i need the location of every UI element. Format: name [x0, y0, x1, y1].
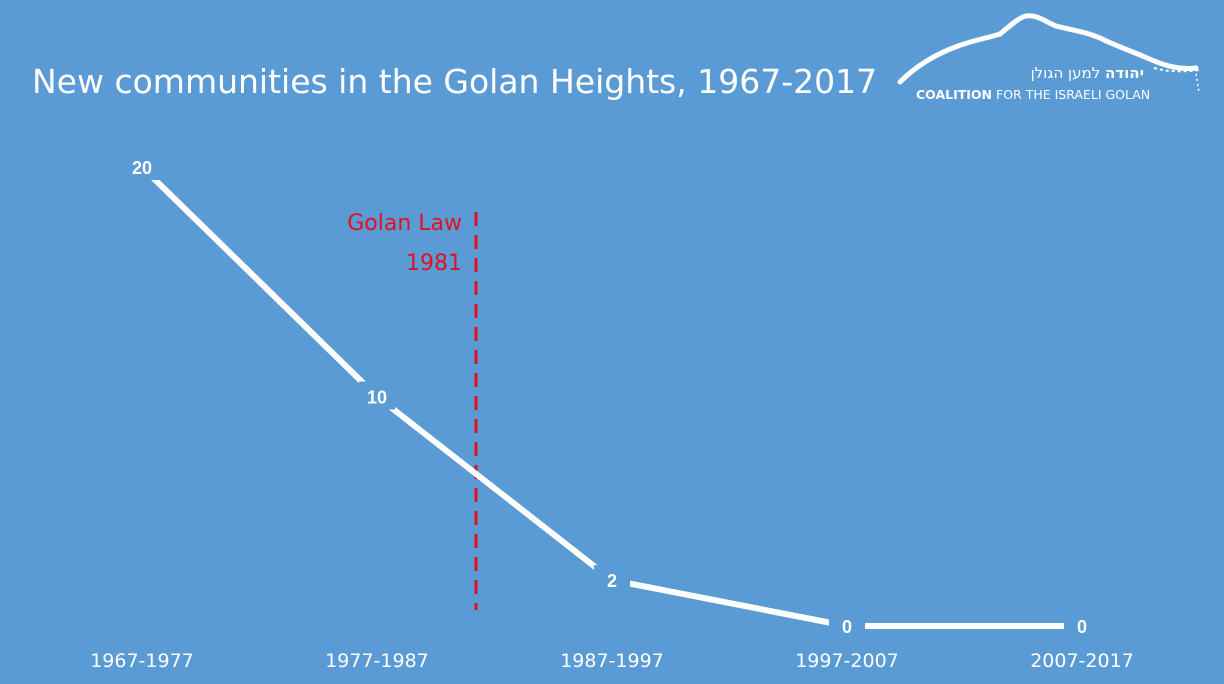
- data-label: 2: [607, 571, 617, 591]
- x-tick-label: 1977-1987: [325, 650, 429, 672]
- data-label-bg: [594, 565, 630, 594]
- logo-hebrew-text: יהודה למען הגולן: [1031, 64, 1144, 82]
- logo-hebrew-bold: יהודה: [1105, 64, 1144, 82]
- series-polyline: [139, 164, 1085, 629]
- logo-english-text: COALITION FOR THE ISRAELI GOLAN: [916, 87, 1150, 102]
- data-label: 0: [842, 617, 852, 637]
- x-tick-label: 1997-2007: [795, 650, 899, 672]
- data-label-bg: [829, 611, 865, 639]
- x-tick-label: 1987-1997: [560, 650, 664, 672]
- x-tick-label: 1967-1977: [90, 650, 194, 672]
- logo-hebrew-rest: למען הגולן: [1030, 64, 1101, 82]
- logo-english-rest: FOR THE ISRAELI GOLAN: [996, 87, 1151, 102]
- series-line: [139, 164, 1085, 629]
- mountain-icon: [897, 13, 1201, 93]
- x-tick-label: 2007-2017: [1030, 650, 1134, 672]
- coalition-logo: יהודה למען הגולן COALITION FOR THE ISRAE…: [896, 8, 1212, 104]
- golan-law-annotation: Golan Law 1981: [347, 211, 478, 610]
- data-label-bg: [359, 381, 395, 410]
- logo-english-bold: COALITION: [916, 87, 993, 102]
- data-label-bg: [1064, 611, 1100, 639]
- data-label: 20: [132, 158, 152, 178]
- drop-lines: [141, 179, 613, 610]
- data-label: 0: [1077, 617, 1087, 637]
- x-axis-tick-labels: 1967-1977 1977-1987 1987-1997 1997-2007 2007…: [90, 650, 1134, 672]
- annotation-label: 1981: [406, 251, 462, 276]
- data-label-bg: [124, 152, 160, 180]
- data-label: 10: [367, 388, 387, 408]
- annotation-label: Golan Law: [347, 211, 462, 236]
- page-title: New communities in the Golan Heights, 19…: [32, 62, 878, 101]
